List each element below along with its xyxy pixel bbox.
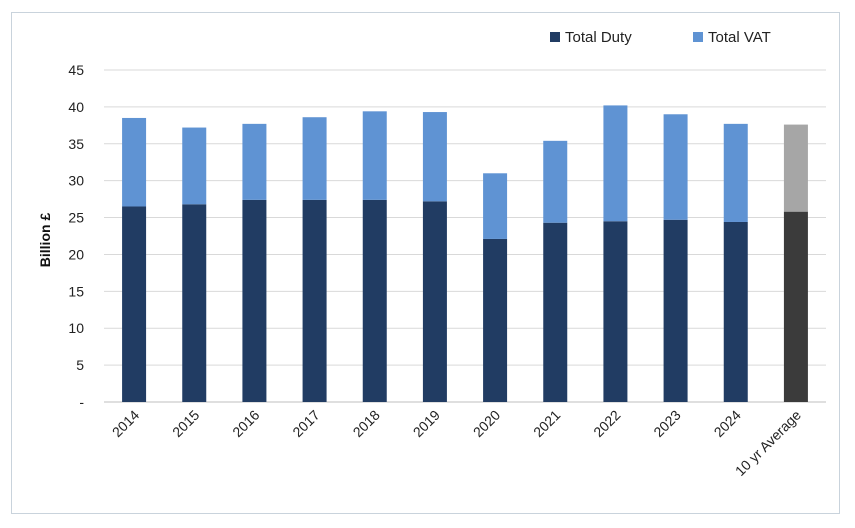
x-tick-label: 2014 <box>109 407 142 440</box>
legend-label-total-vat: Total VAT <box>708 29 771 46</box>
bar-total-vat <box>122 117 147 207</box>
legend-label-total-duty: Total Duty <box>565 29 632 46</box>
x-tick-label: 2023 <box>650 407 683 440</box>
x-tick-label: 2017 <box>289 407 322 440</box>
bar-total-vat <box>603 105 628 222</box>
y-axis-label: Billion £ <box>37 213 53 268</box>
x-tick-label: 2020 <box>470 407 503 440</box>
bar-total-duty <box>182 204 207 402</box>
bar-total-vat <box>242 123 267 200</box>
x-tick-label: 2024 <box>711 407 744 440</box>
y-tick-label: 45 <box>68 62 84 78</box>
x-tick-label: 2022 <box>590 407 623 440</box>
bar-total-duty <box>723 221 748 402</box>
bar-total-duty <box>242 199 267 402</box>
y-tick-label: 5 <box>76 357 84 373</box>
x-axis-ticks: 2014 2015 2016 2017 2018 2019 2020 2021 2022 2023… <box>109 407 804 479</box>
y-axis-ticks: - 5 10 15 20 25 30 35 40 45 <box>68 62 84 410</box>
legend: Total Duty Total VAT <box>550 29 771 46</box>
x-tick-label: 2021 <box>530 407 563 440</box>
bar-total-vat <box>663 114 688 220</box>
x-tick-label: 2016 <box>229 407 262 440</box>
bars <box>122 105 808 402</box>
y-tick-label: 25 <box>68 210 84 226</box>
y-tick-label: 40 <box>68 99 84 115</box>
bar-total-duty <box>302 199 327 402</box>
y-tick-label: 15 <box>68 283 84 299</box>
bar-total-vat <box>783 124 808 212</box>
y-tick-label: 20 <box>68 246 84 262</box>
y-tick-label: 30 <box>68 173 84 189</box>
bar-total-duty <box>543 222 568 402</box>
bar-total-vat <box>182 127 207 205</box>
bar-total-duty <box>663 219 688 402</box>
bar-total-vat <box>723 123 748 222</box>
bar-total-duty <box>483 238 508 402</box>
bar-total-duty <box>422 201 447 402</box>
bar-total-duty <box>122 206 147 402</box>
legend-swatch-total-duty <box>550 32 560 42</box>
legend-swatch-total-vat <box>693 32 703 42</box>
y-tick-label: - <box>79 394 84 410</box>
bar-total-vat <box>422 112 447 202</box>
bar-total-duty <box>603 221 628 402</box>
y-tick-label: 35 <box>68 136 84 152</box>
bar-total-vat <box>362 111 387 200</box>
bar-total-vat <box>302 117 327 200</box>
bar-total-duty <box>362 199 387 402</box>
gridlines <box>104 69 826 403</box>
bar-total-vat <box>543 140 568 223</box>
x-tick-label: 2018 <box>350 407 383 440</box>
x-tick-label: 2015 <box>169 407 202 440</box>
bar-total-vat <box>483 173 508 239</box>
x-tick-label: 2019 <box>410 407 443 440</box>
bar-total-duty <box>783 211 808 402</box>
y-tick-label: 10 <box>68 320 84 336</box>
